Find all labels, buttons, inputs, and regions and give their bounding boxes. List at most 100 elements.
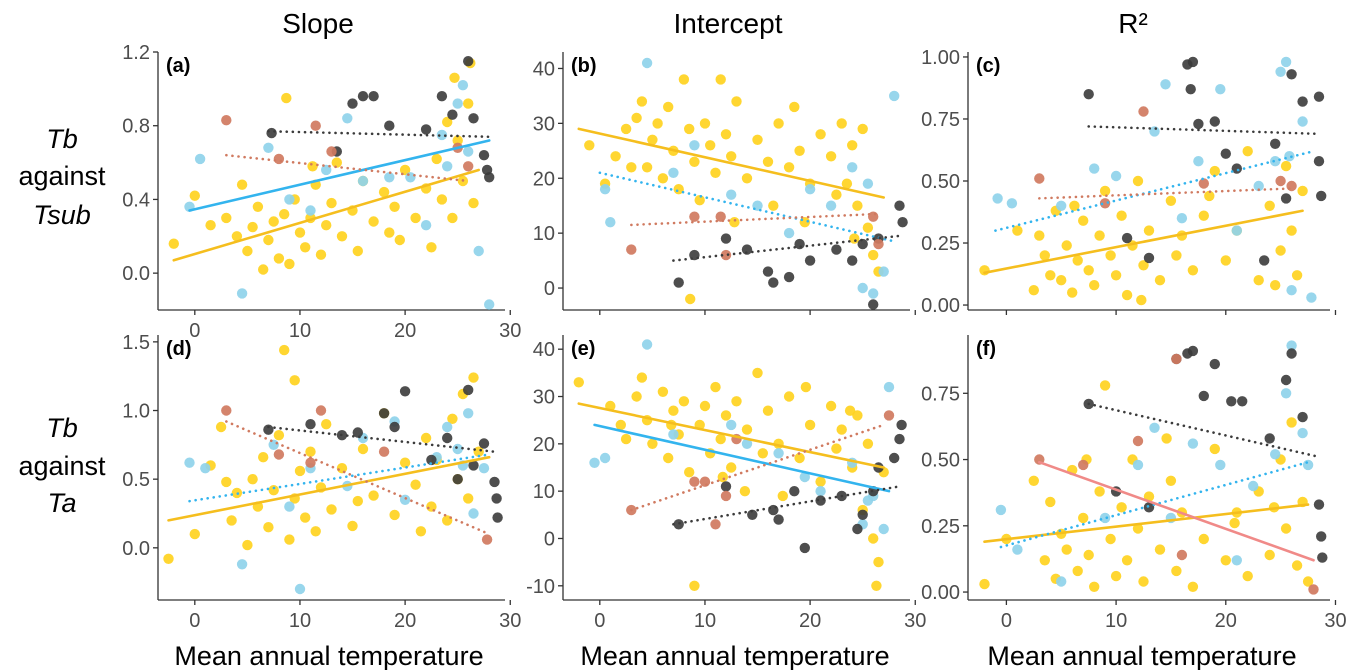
data-point-dark — [804, 255, 816, 266]
data-point-yellow — [815, 476, 826, 487]
data-point-yellow — [321, 220, 332, 231]
data-point-dark — [489, 476, 500, 488]
data-point-yellow — [368, 490, 379, 501]
data-point-blue — [689, 140, 700, 151]
y-tick-label: 0.00 — [921, 295, 960, 317]
data-point-dark — [1264, 433, 1275, 444]
data-point-blue — [1193, 156, 1204, 167]
data-point-blue — [1286, 285, 1297, 296]
data-point-yellow — [1132, 523, 1144, 534]
data-point-yellow — [626, 162, 637, 173]
data-point-yellow — [825, 400, 837, 412]
data-point-yellow — [762, 156, 774, 167]
y-tick-label: 0.00 — [921, 582, 960, 604]
trend-line-blue-line — [188, 453, 491, 503]
data-point-blue — [995, 504, 1007, 516]
data-point-blue — [862, 495, 874, 506]
data-point-yellow — [620, 433, 632, 445]
y-tick-label: 30 — [533, 387, 555, 409]
data-point-yellow — [315, 249, 327, 260]
data-point-yellow — [1154, 275, 1166, 286]
data-point-yellow — [731, 396, 742, 407]
data-point-yellow — [258, 264, 269, 275]
data-point-yellow — [789, 101, 800, 113]
data-point-blue — [473, 245, 484, 257]
data-point-blue — [478, 463, 490, 474]
data-point-yellow — [1161, 433, 1172, 444]
data-point-dark — [1209, 116, 1221, 127]
data-point-yellow — [652, 118, 663, 129]
data-point-yellow — [1056, 275, 1067, 286]
data-point-dark — [1121, 232, 1133, 244]
data-point-yellow — [1132, 175, 1144, 187]
trend-line-red-line-dotted — [630, 423, 886, 512]
data-point-blue — [457, 80, 469, 91]
data-point-yellow — [1110, 570, 1122, 582]
data-point-blue — [436, 129, 448, 141]
data-point-yellow — [389, 201, 400, 212]
data-point-blue — [1297, 116, 1308, 127]
data-point-yellow — [752, 134, 763, 145]
data-point-red — [883, 410, 895, 421]
data-point-blue — [741, 438, 753, 449]
data-point-yellow — [1072, 565, 1083, 577]
data-point-yellow — [1116, 502, 1127, 513]
data-point-yellow — [657, 173, 669, 184]
data-point-yellow — [1105, 533, 1116, 545]
data-point-red — [1034, 173, 1045, 184]
data-point-yellow — [447, 212, 458, 224]
trend-line-dark-line — [1087, 125, 1321, 136]
data-point-blue — [804, 184, 816, 195]
data-point-yellow — [1286, 225, 1297, 236]
data-point-dark — [1286, 348, 1297, 359]
data-point-yellow — [657, 386, 669, 397]
data-point-blue — [1215, 459, 1226, 471]
row2-label-tb: Tb — [46, 413, 78, 443]
data-point-red — [626, 244, 637, 255]
y-tick-label: 0.0 — [122, 538, 150, 560]
data-point-yellow — [684, 467, 695, 478]
data-point-yellow — [1034, 230, 1045, 241]
data-point-blue — [668, 167, 679, 178]
data-point-blue — [399, 494, 411, 505]
data-point-yellow — [1105, 250, 1116, 261]
data-point-red — [1171, 353, 1182, 365]
data-point-yellow — [868, 533, 879, 544]
panel-label: (c) — [976, 55, 1000, 77]
data-point-blue — [284, 501, 295, 512]
data-point-yellow — [263, 522, 274, 533]
data-point-blue — [463, 408, 474, 419]
data-point-dark — [305, 419, 316, 430]
data-point-dark — [773, 514, 784, 525]
data-point-yellow — [1012, 225, 1023, 236]
data-point-yellow — [831, 443, 842, 454]
data-point-yellow — [1220, 555, 1232, 566]
data-point-yellow — [236, 179, 248, 190]
data-point-yellow — [252, 201, 264, 212]
data-point-yellow — [1165, 475, 1177, 486]
x-tick-label: 0 — [189, 610, 200, 632]
data-point-yellow — [844, 405, 856, 416]
data-point-yellow — [247, 221, 258, 233]
data-point-yellow — [783, 162, 795, 173]
data-point-blue — [1297, 427, 1308, 439]
data-point-yellow — [739, 486, 751, 497]
data-point-yellow — [694, 195, 705, 206]
data-point-yellow — [731, 96, 742, 107]
data-point-dark — [720, 233, 732, 244]
data-point-yellow — [1171, 250, 1182, 261]
data-point-yellow — [1165, 195, 1177, 206]
data-point-blue — [726, 419, 737, 431]
data-point-blue — [1215, 84, 1226, 95]
data-point-yellow — [368, 216, 379, 227]
data-point-dark — [1187, 345, 1199, 357]
row1-label-against: against — [18, 161, 106, 191]
data-point-blue — [992, 193, 1003, 204]
data-point-yellow — [762, 405, 774, 416]
data-point-yellow — [1171, 565, 1182, 577]
data-point-dark — [352, 427, 363, 438]
data-point-yellow — [281, 92, 292, 104]
x-tick-label: 10 — [694, 610, 716, 632]
y-tick-label: 30 — [533, 113, 555, 135]
data-point-dark — [463, 56, 474, 67]
